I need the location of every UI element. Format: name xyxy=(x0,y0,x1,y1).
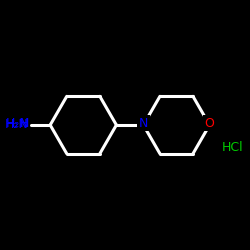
Text: N: N xyxy=(139,116,148,130)
Text: H₂N: H₂N xyxy=(6,116,29,130)
Text: O: O xyxy=(204,116,214,130)
Text: HCl: HCl xyxy=(222,140,244,153)
Text: H₂N: H₂N xyxy=(4,118,28,132)
Text: H: H xyxy=(20,116,29,130)
